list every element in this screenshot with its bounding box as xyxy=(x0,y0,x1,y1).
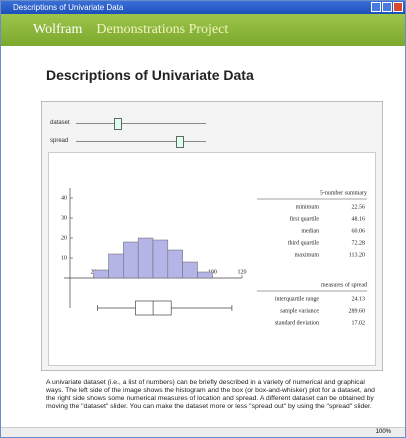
row-value: 60.06 xyxy=(352,228,366,234)
bar xyxy=(123,241,139,279)
project: Demonstrations Project xyxy=(96,22,229,37)
minimize[interactable] xyxy=(371,2,381,12)
bar xyxy=(93,269,109,279)
y-tick-label: 40 xyxy=(61,195,67,201)
row-label: first quartile xyxy=(290,215,320,222)
y-tick-label: 20 xyxy=(61,235,67,241)
x-tick-label: 120 xyxy=(238,269,247,275)
control-label: dataset xyxy=(50,120,70,126)
bar xyxy=(152,239,169,279)
bar xyxy=(182,261,198,279)
description: A univariate dataset (i.e., a list of nu… xyxy=(46,379,375,410)
zoom: 100% xyxy=(375,429,391,435)
row-value: 113.20 xyxy=(349,252,365,258)
title-bar: Descriptions of Univariate Data xyxy=(1,1,405,14)
row-label: maximum xyxy=(295,252,320,258)
control-label: spread xyxy=(50,138,69,144)
maximize[interactable] xyxy=(382,2,392,12)
slider[interactable] xyxy=(76,118,206,130)
bar xyxy=(167,249,183,279)
row-value: 17.02 xyxy=(352,320,366,326)
row-value: 72.28 xyxy=(352,240,366,246)
row-value: 24.13 xyxy=(352,296,366,302)
row-label: minimum xyxy=(296,204,320,210)
row-label: standard deviation xyxy=(275,320,319,326)
y-tick-label: 10 xyxy=(61,255,67,261)
plot: 10203040204060801001205-number summarymi… xyxy=(61,188,367,326)
output: 10203040204060801001205-number summarymi… xyxy=(48,152,376,366)
window-title: Descriptions of Univariate Data xyxy=(13,3,124,12)
row-label: interquartile range xyxy=(275,296,319,302)
window-buttons xyxy=(371,2,403,12)
slider-thumb[interactable] xyxy=(114,118,122,130)
row-label: third quartile xyxy=(288,240,319,246)
banner: Wolfram Demonstrations Project xyxy=(1,14,405,46)
brand: Wolfram xyxy=(33,22,83,37)
slider-thumb[interactable] xyxy=(176,136,184,148)
demo-panel: dataset spread 10203040204060801001205-n… xyxy=(41,101,383,371)
table-heading: 5-number summary xyxy=(320,190,367,196)
row-label: median xyxy=(301,228,319,234)
close[interactable] xyxy=(393,2,403,12)
row-value: 48.16 xyxy=(352,216,366,222)
status-bar: 100% xyxy=(1,427,405,437)
page-title: Descriptions of Univariate Data xyxy=(46,67,254,83)
row-value: 289.60 xyxy=(349,308,366,314)
table-heading: measures of spread xyxy=(321,281,367,288)
bar xyxy=(108,253,124,279)
bar xyxy=(197,271,213,279)
row-label: sample variance xyxy=(280,308,319,314)
bar xyxy=(137,237,154,279)
row-value: 22.56 xyxy=(352,204,366,210)
slider[interactable] xyxy=(76,136,206,148)
y-tick-label: 30 xyxy=(61,215,67,221)
